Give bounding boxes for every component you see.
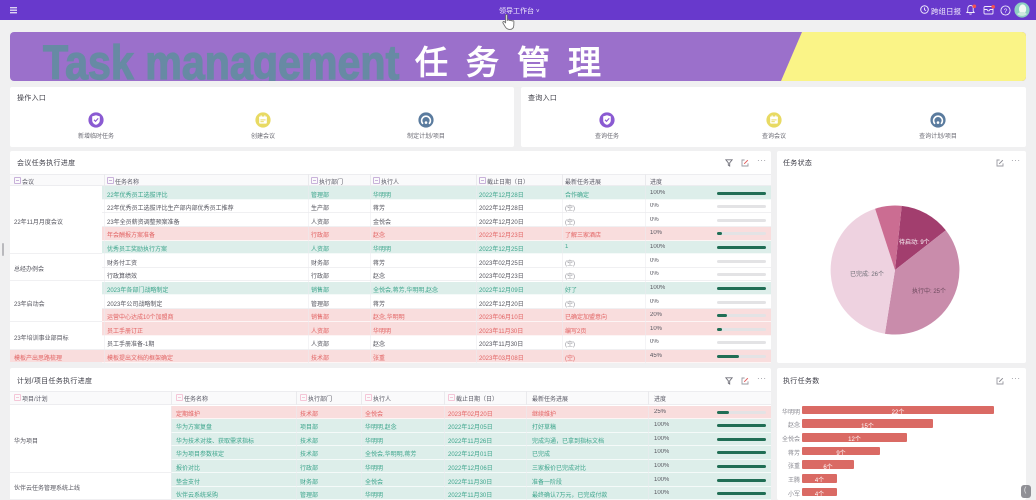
svg-text:?: ? [1004,7,1008,14]
